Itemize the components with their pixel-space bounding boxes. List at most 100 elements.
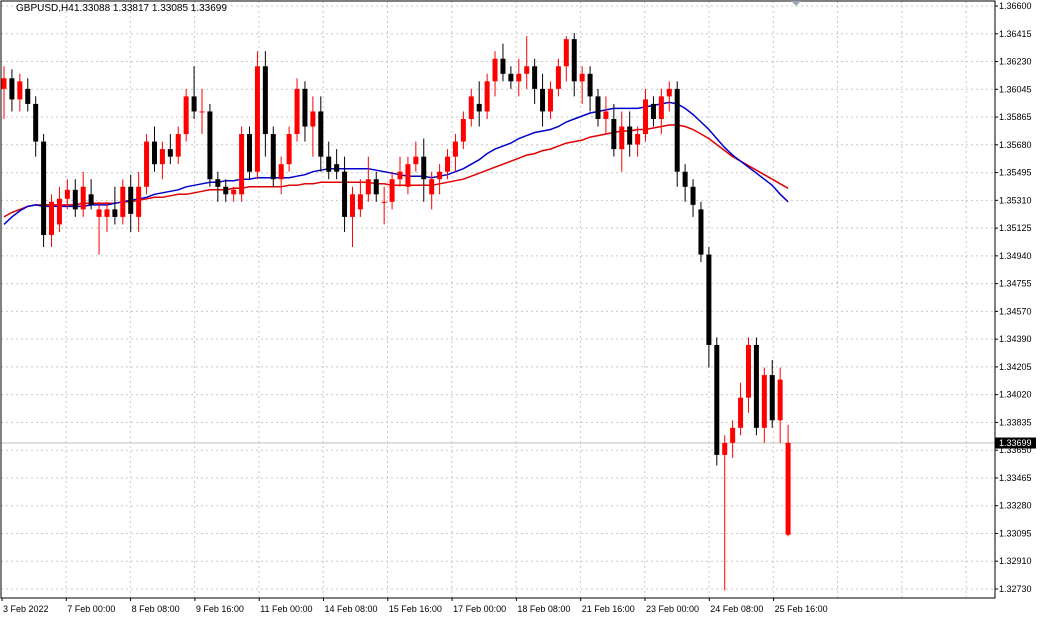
candle [318,96,324,172]
candle [373,171,379,202]
candle-body [555,66,561,89]
candle [349,186,355,248]
y-tick-label: 1.34940 [999,251,1032,261]
candle-body [88,194,94,205]
candle-body [231,189,237,195]
price-axis[interactable]: 1.36600 1.36415 1.36230 1.36045 1.35865 1.356… [995,1,1032,594]
x-tick-label: 15 Feb 16:00 [389,604,442,614]
candle-body [1,78,7,89]
x-tick-label: 14 Feb 08:00 [325,604,378,614]
candle [452,134,458,172]
candle [587,66,593,112]
x-tick-label: 11 Feb 00:00 [260,604,312,614]
candle [389,171,395,210]
candle [682,164,688,202]
candle-body [334,164,340,172]
y-tick-label: 1.33835 [999,417,1032,427]
grid [1,1,995,598]
candle [64,179,70,210]
candle [88,179,94,210]
candle [104,201,110,232]
candle-body [136,186,142,217]
candle-body [318,111,324,157]
candle-body [405,164,411,187]
candle [571,33,577,97]
candle [262,51,268,157]
y-tick-label: 1.34205 [999,362,1032,372]
candle [397,156,403,187]
candle-body [690,186,696,205]
candle-body [571,39,577,82]
candle [460,111,466,150]
candle [476,81,482,127]
candle [468,88,474,127]
candle-body [611,118,617,150]
candle [286,126,292,172]
candle-body [722,442,728,455]
chart-shift-marker-icon[interactable] [791,1,801,6]
candle-body [643,99,649,135]
candle-body [761,375,767,428]
candle [595,88,601,127]
candle-body [421,156,427,180]
candle [698,201,704,263]
candle [294,78,300,142]
candle [1,66,7,119]
x-tick-label: 23 Feb 00:00 [646,604,699,614]
candle-body [247,134,253,172]
time-axis[interactable]: 3 Feb 2022 7 Feb 00:00 8 Feb 08:00 9 Feb 16… [1,598,828,614]
symbol-label: GBPUSD,H4 [16,3,74,14]
y-tick-label: 1.36230 [999,57,1032,67]
candle-body [524,66,530,74]
price-tag-text: 1.33699 [999,438,1032,448]
candle-body [25,88,31,104]
candle [555,58,561,97]
candle [223,179,229,202]
candle [524,36,530,89]
candle [247,126,253,180]
candle [231,186,237,202]
y-tick-label: 1.36415 [999,29,1032,39]
y-tick-label: 1.36045 [999,84,1032,94]
candle [342,156,348,232]
candle-body [9,78,15,100]
candle [183,88,189,142]
candle [191,66,197,119]
candle-body [540,88,546,112]
candle [56,186,62,232]
y-tick-label: 1.35310 [999,195,1032,205]
candle [326,141,332,180]
candle [136,171,142,232]
candle [611,103,617,157]
candle-body [167,149,173,157]
x-tick-label: 17 Feb 00:00 [453,604,506,614]
candle-body [373,179,379,195]
candle-body [294,88,300,135]
candle-body [635,134,641,145]
candle-body [753,344,759,428]
candle-body [429,179,435,195]
candle-body [627,126,633,145]
x-tick-label: 25 Feb 16:00 [775,604,828,614]
candle-body [278,164,284,180]
x-tick-label: 24 Feb 08:00 [710,604,763,614]
candle-body [96,209,102,217]
candle [437,164,443,195]
candle [151,126,157,172]
y-tick-label: 1.34390 [999,334,1032,344]
y-tick-label: 1.34755 [999,279,1032,289]
candle-body [254,66,260,172]
candle [270,126,276,187]
candle-body [706,254,712,345]
candle-body [223,186,229,195]
candle [492,51,498,97]
candle-body [33,103,39,142]
candle [540,73,546,127]
candle-body [41,141,47,235]
candle-body [587,73,593,97]
y-tick-label: 1.35125 [999,223,1032,233]
candle-body [658,96,664,119]
candle-body [144,141,150,187]
